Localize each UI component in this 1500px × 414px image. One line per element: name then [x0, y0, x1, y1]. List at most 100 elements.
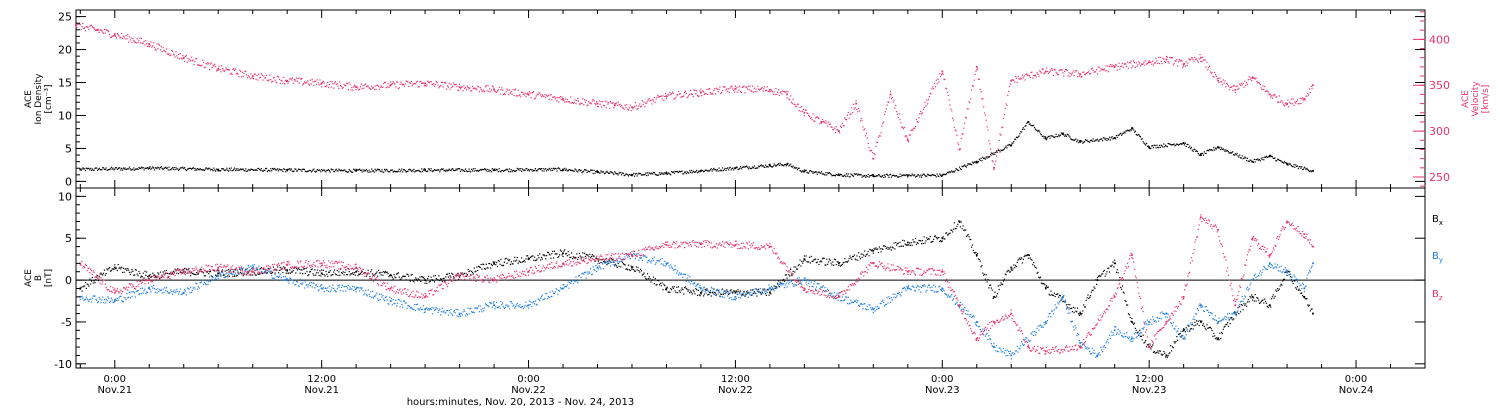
scatter-dot-right — [1303, 99, 1304, 100]
scatter-dot-by — [460, 316, 461, 317]
scatter-dot-right — [220, 71, 221, 72]
scatter-dot-right — [1178, 61, 1179, 62]
scatter-dot-right — [279, 79, 280, 80]
scatter-dot-right — [1018, 76, 1019, 77]
scatter-dot-bx — [799, 264, 800, 265]
scatter-dot-right — [882, 123, 883, 124]
scatter-dot-by — [375, 294, 376, 295]
scatter-dot-right — [462, 90, 463, 91]
scatter-dot-left — [1114, 137, 1115, 138]
scatter-dot-right — [225, 67, 226, 68]
scatter-dot-left — [1049, 136, 1050, 137]
scatter-dot-left — [1305, 169, 1306, 170]
scatter-dot-left — [753, 167, 754, 168]
scatter-dot-left — [964, 165, 965, 166]
scatter-dot-left — [1306, 168, 1307, 169]
scatter-dot-bx — [297, 269, 298, 270]
scatter-dot-right — [1050, 69, 1051, 70]
scatter-dot-bx — [89, 279, 90, 280]
scatter-dot-right — [1051, 68, 1052, 69]
scatter-dot-right — [1043, 69, 1044, 70]
scatter-dot-right — [781, 93, 782, 94]
scatter-dot-by — [406, 302, 407, 303]
data-point-right — [75, 25, 77, 27]
scatter-dot-bx — [513, 260, 514, 261]
scatter-dot-bx — [497, 266, 498, 267]
scatter-dot-right — [1214, 72, 1215, 73]
scatter-dot-left — [966, 166, 967, 167]
scatter-dot-right — [467, 86, 468, 87]
scatter-dot-right — [637, 108, 638, 109]
scatter-dot-right — [507, 90, 508, 91]
scatter-dot-bx — [151, 276, 152, 277]
scatter-dot-left — [153, 167, 154, 168]
scatter-dot-bx — [956, 226, 957, 227]
scatter-dot-left — [1158, 147, 1159, 148]
scatter-dot-right — [487, 85, 488, 86]
scatter-dot-left — [1063, 134, 1064, 135]
scatter-dot-by — [461, 313, 462, 314]
scatter-dot-bx — [1228, 326, 1229, 327]
scatter-dot-bx — [1116, 272, 1117, 273]
scatter-dot-left — [159, 169, 160, 170]
scatter-dot-left — [661, 172, 662, 173]
scatter-dot-left — [873, 174, 874, 175]
scatter-dot-left — [868, 174, 869, 175]
scatter-dot-bx — [319, 270, 320, 271]
scatter-dot-right — [898, 117, 899, 118]
scatter-dot-bx — [998, 285, 999, 286]
scatter-dot-bx — [1135, 328, 1136, 329]
scatter-dot-left — [748, 168, 749, 169]
scatter-dot-left — [1005, 147, 1006, 148]
scatter-dot-right — [1104, 68, 1105, 69]
scatter-dot-bx — [350, 274, 351, 275]
scatter-dot-bx — [142, 276, 143, 277]
scatter-dot-by — [368, 289, 369, 290]
scatter-dot-bx — [1237, 307, 1238, 308]
scatter-dot-right — [656, 97, 657, 98]
scatter-dot-bx — [713, 288, 714, 289]
scatter-dot-left — [1077, 140, 1078, 141]
scatter-dot-left — [768, 166, 769, 167]
scatter-dot-right — [101, 30, 102, 31]
scatter-dot-right — [763, 88, 764, 89]
scatter-dot-left — [511, 169, 512, 170]
scatter-dot-right — [1052, 70, 1053, 71]
scatter-dot-right — [983, 106, 984, 107]
scatter-dot-by — [305, 281, 306, 282]
scatter-dot-bx — [302, 273, 303, 274]
scatter-dot-left — [260, 170, 261, 171]
scatter-dot-by — [396, 305, 397, 306]
scatter-dot-right — [867, 137, 868, 138]
scatter-dot-bx — [316, 272, 317, 273]
scatter-dot-right — [1181, 60, 1182, 61]
scatter-dot-right — [345, 85, 346, 86]
scatter-dot-right — [558, 101, 559, 102]
scatter-dot-right — [109, 34, 110, 35]
scatter-dot-bx — [854, 254, 855, 255]
scatter-dot-left — [1069, 136, 1070, 137]
scatter-dot-right — [934, 83, 935, 84]
scatter-dot-bx — [434, 281, 435, 282]
scatter-dot-by — [459, 314, 460, 315]
scatter-dot-right — [623, 107, 624, 108]
scatter-dot-right — [1137, 64, 1138, 65]
scatter-dot-right — [371, 86, 372, 87]
scatter-dot-right — [387, 83, 388, 84]
scatter-dot-by — [142, 288, 143, 289]
scatter-dot-right — [1241, 83, 1242, 84]
scatter-dot-by — [172, 294, 173, 295]
scatter-dot-left — [740, 166, 741, 167]
scatter-dot-right — [379, 89, 380, 90]
scatter-dot-right — [324, 83, 325, 84]
scatter-dot-right — [1286, 104, 1287, 105]
scatter-dot-left — [829, 172, 830, 173]
scatter-dot-right — [581, 103, 582, 104]
scatter-dot-left — [824, 174, 825, 175]
scatter-dot-right — [781, 91, 782, 92]
scatter-dot-bx — [1132, 323, 1133, 324]
scatter-dot-left — [167, 167, 168, 168]
scatter-dot-bx — [784, 281, 785, 282]
scatter-dot-bx — [507, 259, 508, 260]
scatter-dot-right — [1080, 73, 1081, 74]
